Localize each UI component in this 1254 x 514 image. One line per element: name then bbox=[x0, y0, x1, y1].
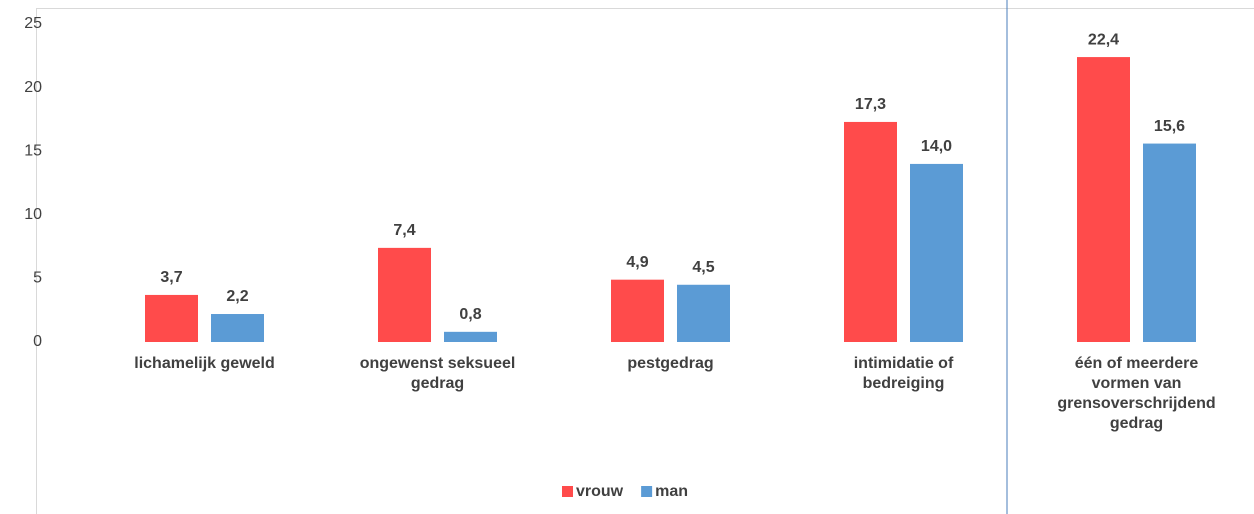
data-label: 4,5 bbox=[692, 259, 714, 276]
bar bbox=[1077, 57, 1130, 343]
x-tick-label: pestgedrag bbox=[627, 355, 714, 372]
bar bbox=[677, 284, 730, 342]
bar bbox=[145, 294, 198, 342]
bar bbox=[211, 314, 264, 342]
data-label: 14,0 bbox=[921, 138, 952, 155]
y-tick-label: 5 bbox=[33, 270, 42, 287]
x-tick-label: ongewenst seksueel gedrag bbox=[359, 355, 516, 392]
data-label: 4,9 bbox=[626, 254, 648, 271]
legend-swatch bbox=[641, 486, 653, 497]
bar bbox=[910, 163, 963, 342]
bar bbox=[444, 331, 497, 342]
x-tick-label: één of meerdere vormen van grensoverschr… bbox=[1057, 355, 1216, 432]
data-label: 2,2 bbox=[226, 288, 248, 305]
bar bbox=[844, 121, 897, 342]
x-tick-label: lichamelijk geweld bbox=[134, 355, 275, 372]
y-tick-label: 20 bbox=[24, 79, 42, 96]
x-tick-label: intimidatie of bedreiging bbox=[853, 355, 954, 392]
data-label: 0,8 bbox=[459, 306, 481, 323]
data-label: 15,6 bbox=[1154, 118, 1185, 135]
legend-label: man bbox=[655, 483, 688, 500]
data-label: 3,7 bbox=[160, 269, 182, 286]
data-label: 22,4 bbox=[1088, 31, 1119, 48]
y-tick-label: 0 bbox=[33, 333, 42, 350]
y-tick-label: 25 bbox=[24, 15, 42, 32]
chart-frame bbox=[36, 8, 1254, 514]
bar bbox=[611, 279, 664, 342]
legend-swatch bbox=[562, 486, 573, 497]
legend-label: vrouw bbox=[576, 483, 624, 500]
y-tick-label: 10 bbox=[24, 206, 42, 223]
y-tick-label: 15 bbox=[24, 142, 42, 159]
bar bbox=[378, 247, 431, 342]
bar bbox=[1143, 143, 1196, 342]
data-label: 17,3 bbox=[855, 96, 886, 113]
data-label: 7,4 bbox=[393, 222, 415, 239]
